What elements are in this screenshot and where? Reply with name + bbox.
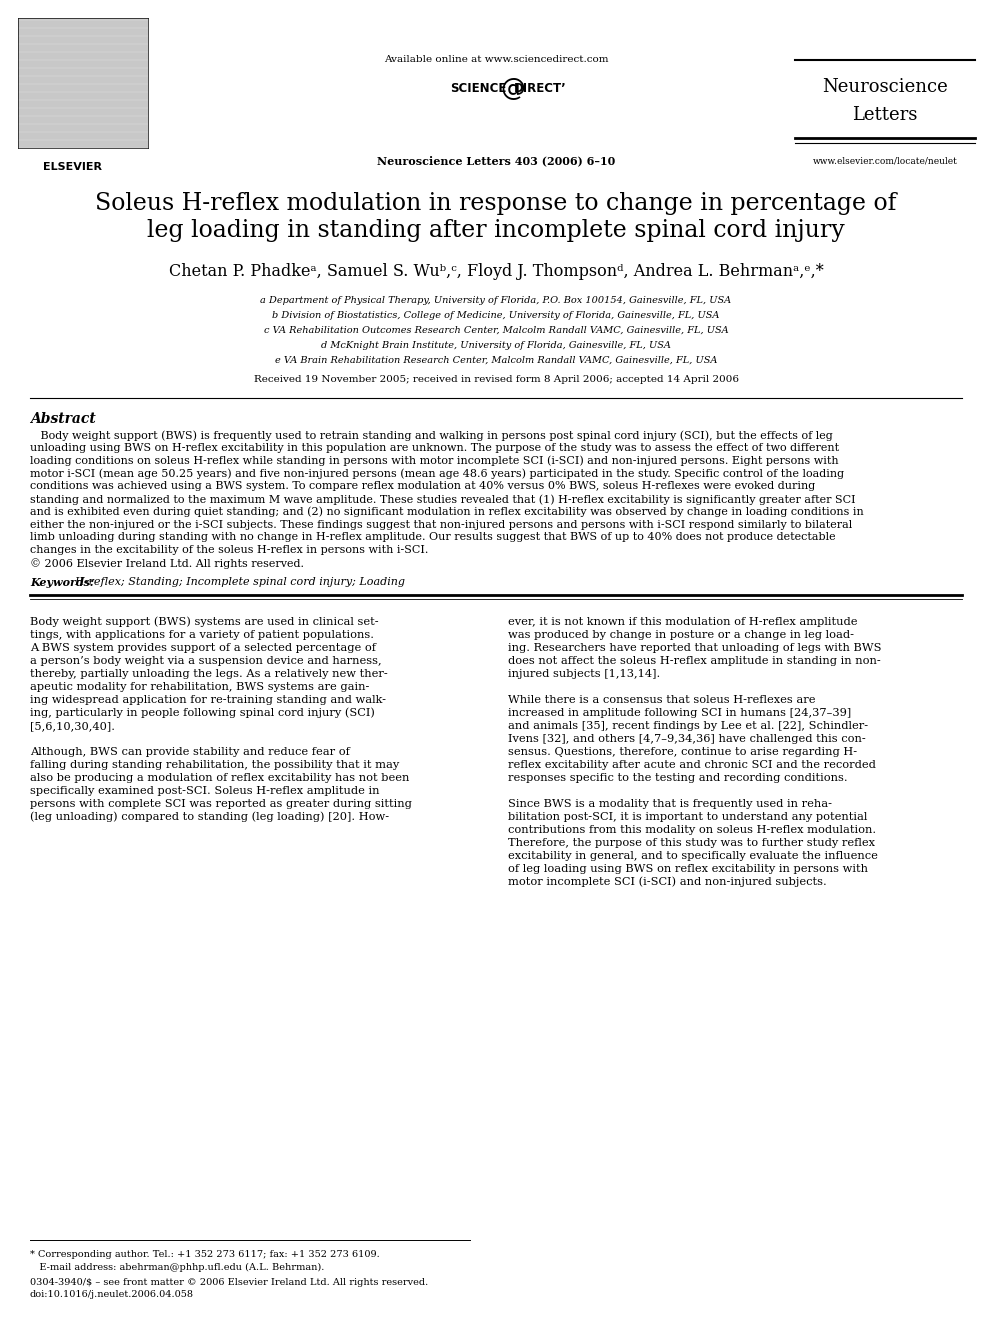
Text: bilitation post-SCI, it is important to understand any potential: bilitation post-SCI, it is important to …	[508, 812, 867, 822]
Text: standing and normalized to the maximum M wave amplitude. These studies revealed : standing and normalized to the maximum M…	[30, 493, 856, 504]
Text: * Corresponding author. Tel.: +1 352 273 6117; fax: +1 352 273 6109.: * Corresponding author. Tel.: +1 352 273…	[30, 1250, 380, 1259]
Text: and animals [35], recent findings by Lee et al. [22], Schindler-: and animals [35], recent findings by Lee…	[508, 721, 868, 730]
Text: was produced by change in posture or a change in leg load-: was produced by change in posture or a c…	[508, 630, 854, 640]
Text: DIRECT’: DIRECT’	[514, 82, 566, 95]
Text: injured subjects [1,13,14].: injured subjects [1,13,14].	[508, 669, 661, 679]
Text: Neuroscience: Neuroscience	[822, 78, 948, 97]
Text: reflex excitability after acute and chronic SCI and the recorded: reflex excitability after acute and chro…	[508, 759, 876, 770]
Text: responses specific to the testing and recording conditions.: responses specific to the testing and re…	[508, 773, 847, 783]
Text: a Department of Physical Therapy, University of Florida, P.O. Box 100154, Gaines: a Department of Physical Therapy, Univer…	[261, 296, 731, 306]
Text: © 2006 Elsevier Ireland Ltd. All rights reserved.: © 2006 Elsevier Ireland Ltd. All rights …	[30, 558, 304, 569]
Text: apeutic modality for rehabilitation, BWS systems are gain-: apeutic modality for rehabilitation, BWS…	[30, 681, 369, 692]
Text: b Division of Biostatistics, College of Medicine, University of Florida, Gainesv: b Division of Biostatistics, College of …	[273, 311, 719, 320]
Text: specifically examined post-SCI. Soleus H-reflex amplitude in: specifically examined post-SCI. Soleus H…	[30, 786, 380, 796]
Text: persons with complete SCI was reported as greater during sitting: persons with complete SCI was reported a…	[30, 799, 412, 808]
Text: 0304-3940/$ – see front matter © 2006 Elsevier Ireland Ltd. All rights reserved.: 0304-3940/$ – see front matter © 2006 El…	[30, 1278, 429, 1287]
Text: E-mail address: abehrman@phhp.ufl.edu (A.L. Behrman).: E-mail address: abehrman@phhp.ufl.edu (A…	[30, 1263, 324, 1273]
Text: Since BWS is a modality that is frequently used in reha-: Since BWS is a modality that is frequent…	[508, 799, 832, 808]
Text: ing widespread application for re-training standing and walk-: ing widespread application for re-traini…	[30, 695, 386, 705]
Text: thereby, partially unloading the legs. As a relatively new ther-: thereby, partially unloading the legs. A…	[30, 669, 388, 679]
Text: Therefore, the purpose of this study was to further study reflex: Therefore, the purpose of this study was…	[508, 837, 875, 848]
Text: ELSEVIER: ELSEVIER	[44, 161, 102, 172]
Text: Body weight support (BWS) systems are used in clinical set-: Body weight support (BWS) systems are us…	[30, 617, 379, 627]
Text: unloading using BWS on H-reflex excitability in this population are unknown. The: unloading using BWS on H-reflex excitabi…	[30, 443, 839, 452]
Text: ever, it is not known if this modulation of H-reflex amplitude: ever, it is not known if this modulation…	[508, 617, 857, 627]
Text: doi:10.1016/j.neulet.2006.04.058: doi:10.1016/j.neulet.2006.04.058	[30, 1290, 194, 1299]
Text: conditions was achieved using a BWS system. To compare reflex modulation at 40% : conditions was achieved using a BWS syst…	[30, 482, 815, 491]
Text: changes in the excitability of the soleus H-reflex in persons with i-SCI.: changes in the excitability of the soleu…	[30, 545, 429, 556]
Text: excitability in general, and to specifically evaluate the influence: excitability in general, and to specific…	[508, 851, 878, 861]
Text: Letters: Letters	[852, 106, 918, 124]
Text: e VA Brain Rehabilitation Research Center, Malcolm Randall VAMC, Gainesville, FL: e VA Brain Rehabilitation Research Cente…	[275, 356, 717, 365]
Text: ing, particularly in people following spinal cord injury (SCI): ing, particularly in people following sp…	[30, 708, 375, 718]
Text: Body weight support (BWS) is frequently used to retrain standing and walking in : Body weight support (BWS) is frequently …	[30, 430, 832, 441]
Text: contributions from this modality on soleus H-reflex modulation.: contributions from this modality on sole…	[508, 824, 876, 835]
Text: SCIENCE: SCIENCE	[450, 82, 506, 95]
Text: also be producing a modulation of reflex excitability has not been: also be producing a modulation of reflex…	[30, 773, 410, 783]
Text: www.elsevier.com/locate/neulet: www.elsevier.com/locate/neulet	[812, 157, 957, 165]
Text: tings, with applications for a variety of patient populations.: tings, with applications for a variety o…	[30, 630, 374, 640]
Text: of leg loading using BWS on reflex excitability in persons with: of leg loading using BWS on reflex excit…	[508, 864, 868, 873]
Text: Although, BWS can provide stability and reduce fear of: Although, BWS can provide stability and …	[30, 746, 350, 757]
Text: (leg unloading) compared to standing (leg loading) [20]. How-: (leg unloading) compared to standing (le…	[30, 812, 389, 823]
Text: Keywords:: Keywords:	[30, 577, 94, 587]
Text: Soleus H-reflex modulation in response to change in percentage of
leg loading in: Soleus H-reflex modulation in response t…	[95, 192, 897, 242]
Text: H-reflex; Standing; Incomplete spinal cord injury; Loading: H-reflex; Standing; Incomplete spinal co…	[68, 577, 405, 587]
Text: While there is a consensus that soleus H-reflexes are: While there is a consensus that soleus H…	[508, 695, 815, 705]
Text: and is exhibited even during quiet standing; and (2) no significant modulation i: and is exhibited even during quiet stand…	[30, 507, 864, 517]
Text: Neuroscience Letters 403 (2006) 6–10: Neuroscience Letters 403 (2006) 6–10	[377, 155, 615, 165]
Text: d McKnight Brain Institute, University of Florida, Gainesville, FL, USA: d McKnight Brain Institute, University o…	[321, 341, 671, 351]
Text: [5,6,10,30,40].: [5,6,10,30,40].	[30, 721, 115, 730]
Text: ing. Researchers have reported that unloading of legs with BWS: ing. Researchers have reported that unlo…	[508, 643, 882, 652]
Text: motor i-SCI (mean age 50.25 years) and five non-injured persons (mean age 48.6 y: motor i-SCI (mean age 50.25 years) and f…	[30, 468, 844, 479]
Text: increased in amplitude following SCI in humans [24,37–39]: increased in amplitude following SCI in …	[508, 708, 851, 718]
Text: falling during standing rehabilitation, the possibility that it may: falling during standing rehabilitation, …	[30, 759, 399, 770]
Text: limb unloading during standing with no change in H-reflex amplitude. Our results: limb unloading during standing with no c…	[30, 532, 835, 542]
Text: sensus. Questions, therefore, continue to arise regarding H-: sensus. Questions, therefore, continue t…	[508, 746, 857, 757]
Text: Chetan P. Phadkeᵃ, Samuel S. Wuᵇ,ᶜ, Floyd J. Thompsonᵈ, Andrea L. Behrmanᵃ,ᵉ,*: Chetan P. Phadkeᵃ, Samuel S. Wuᵇ,ᶜ, Floy…	[169, 263, 823, 280]
Text: A BWS system provides support of a selected percentage of: A BWS system provides support of a selec…	[30, 643, 376, 652]
Text: Abstract: Abstract	[30, 411, 96, 426]
Text: c VA Rehabilitation Outcomes Research Center, Malcolm Randall VAMC, Gainesville,: c VA Rehabilitation Outcomes Research Ce…	[264, 325, 728, 335]
Text: motor incomplete SCI (i-SCI) and non-injured subjects.: motor incomplete SCI (i-SCI) and non-inj…	[508, 877, 826, 888]
Text: does not affect the soleus H-reflex amplitude in standing in non-: does not affect the soleus H-reflex ampl…	[508, 656, 881, 665]
Text: either the non-injured or the i-SCI subjects. These findings suggest that non-in: either the non-injured or the i-SCI subj…	[30, 520, 852, 529]
Text: Received 19 November 2005; received in revised form 8 April 2006; accepted 14 Ap: Received 19 November 2005; received in r…	[254, 374, 738, 384]
Text: Ivens [32], and others [4,7–9,34,36] have challenged this con-: Ivens [32], and others [4,7–9,34,36] hav…	[508, 734, 866, 744]
Text: loading conditions on soleus H-reflex while standing in persons with motor incom: loading conditions on soleus H-reflex wh…	[30, 455, 838, 466]
Text: a person’s body weight via a suspension device and harness,: a person’s body weight via a suspension …	[30, 656, 382, 665]
Text: Available online at www.sciencedirect.com: Available online at www.sciencedirect.co…	[384, 56, 608, 64]
Text: @: @	[500, 77, 525, 101]
